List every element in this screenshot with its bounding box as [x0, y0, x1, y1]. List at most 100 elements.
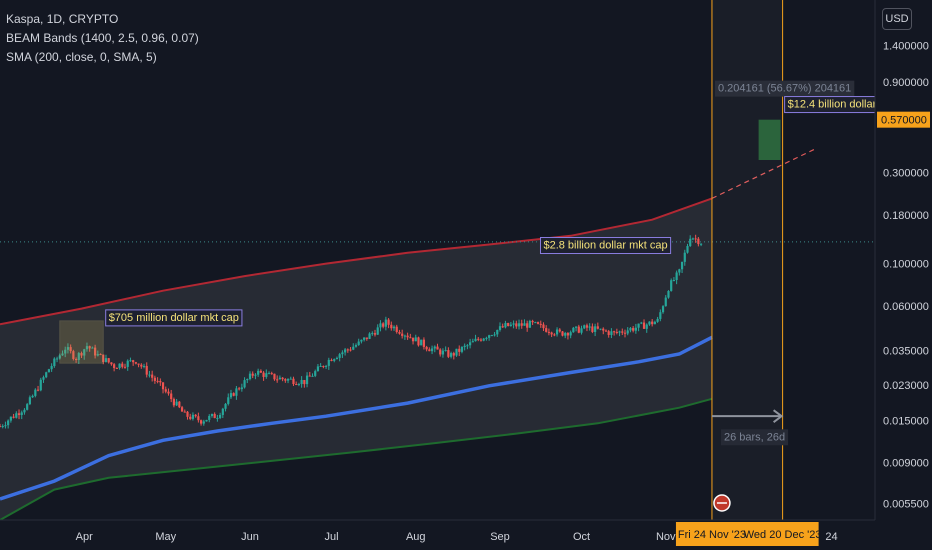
- candle: [414, 334, 417, 342]
- candle: [1, 424, 4, 429]
- candle: [566, 332, 570, 340]
- candle: [199, 419, 203, 426]
- candle: [455, 348, 458, 357]
- candle: [83, 348, 86, 360]
- candle: [645, 323, 648, 333]
- candle: [471, 338, 474, 343]
- candle: [170, 389, 173, 403]
- candle: [626, 327, 629, 336]
- candle: [20, 410, 23, 420]
- candle: [460, 346, 464, 354]
- candle: [441, 348, 445, 358]
- candle: [403, 334, 406, 340]
- candle: [354, 343, 358, 348]
- candle: [270, 371, 273, 375]
- candle: [66, 343, 70, 354]
- candle: [623, 329, 627, 338]
- candle: [137, 363, 140, 368]
- beam-bands-indicator[interactable]: BEAM Bands (1400, 2.5, 0.96, 0.07): [6, 31, 199, 45]
- candle: [504, 320, 507, 329]
- candle: [265, 369, 268, 379]
- candle: [572, 326, 575, 333]
- candle: [349, 347, 352, 352]
- candle: [615, 328, 618, 335]
- candle: [284, 378, 287, 383]
- candle: [123, 363, 127, 369]
- candle: [686, 243, 689, 254]
- candle: [558, 328, 561, 333]
- symbol-title[interactable]: Kaspa, 1D, CRYPTO: [6, 12, 119, 26]
- candle: [659, 309, 662, 322]
- candle: [303, 379, 306, 388]
- candle: [661, 305, 665, 314]
- candle: [439, 348, 442, 357]
- currency-button[interactable]: USD: [882, 8, 912, 30]
- range-arrow-head: [773, 409, 784, 423]
- sma-indicator[interactable]: SMA (200, close, 0, SMA, 5): [6, 50, 157, 64]
- candle: [240, 383, 243, 392]
- chart-legend: Kaspa, 1D, CRYPTO BEAM Bands (1400, 2.5,…: [6, 10, 199, 67]
- candle: [479, 338, 483, 342]
- candle: [409, 333, 412, 339]
- x-tick-label: May: [155, 531, 176, 543]
- candle: [210, 413, 214, 418]
- measure-box: [758, 119, 781, 160]
- candle: [498, 322, 502, 332]
- candle: [683, 249, 686, 266]
- candle: [126, 359, 129, 371]
- candle: [292, 376, 295, 386]
- measure-label: 0.204161 (56.67%) 204161: [718, 83, 851, 95]
- candle: [208, 414, 211, 423]
- candle: [531, 319, 534, 325]
- candle: [0, 423, 2, 428]
- candle: [202, 419, 205, 426]
- candle: [373, 329, 377, 337]
- candle: [542, 322, 545, 331]
- candle: [604, 329, 608, 332]
- annotation-705m: $705 million dollar mkt cap: [109, 312, 239, 324]
- candle: [295, 381, 298, 386]
- peak-highlight-box: [59, 320, 104, 364]
- candle: [278, 375, 281, 380]
- candle: [452, 351, 455, 360]
- candle: [69, 344, 72, 354]
- candle: [496, 329, 499, 337]
- candle: [501, 323, 504, 328]
- candle: [39, 377, 42, 392]
- candle: [118, 363, 121, 370]
- candle: [469, 338, 472, 349]
- y-tick-label: 0.060000: [883, 301, 929, 313]
- candle: [365, 337, 368, 341]
- candle: [189, 413, 192, 421]
- candle: [94, 344, 97, 359]
- candle: [333, 358, 336, 363]
- candle: [262, 371, 265, 381]
- candle: [344, 347, 347, 356]
- range-label: 26 bars, 26d: [724, 431, 785, 443]
- candle: [395, 324, 398, 334]
- candle: [474, 334, 477, 342]
- candle: [324, 364, 328, 369]
- candle: [61, 350, 64, 356]
- band-fill: [0, 198, 712, 520]
- candle: [319, 363, 322, 367]
- candle: [64, 346, 67, 358]
- candle: [4, 421, 7, 429]
- candle: [651, 319, 654, 327]
- candle: [545, 325, 548, 333]
- candle: [387, 318, 390, 329]
- candle: [197, 412, 200, 423]
- candle: [205, 419, 208, 422]
- candle: [238, 386, 241, 391]
- measure-label-box: [714, 80, 855, 97]
- candle: [436, 343, 439, 350]
- candle: [164, 386, 167, 394]
- candle: [129, 357, 132, 362]
- candle: [216, 414, 219, 422]
- candle: [153, 375, 156, 384]
- upper-band-projection: [711, 148, 816, 199]
- candle: [77, 351, 80, 364]
- candle: [251, 371, 254, 379]
- candle: [428, 347, 431, 352]
